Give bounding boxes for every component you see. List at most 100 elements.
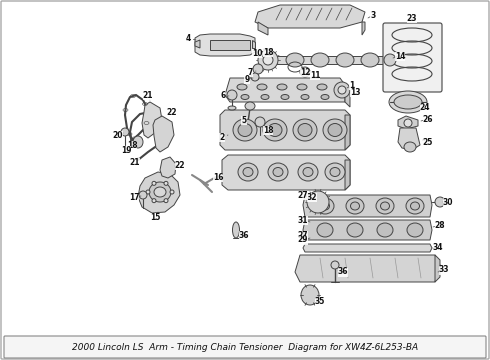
Polygon shape xyxy=(303,244,432,252)
Text: 24: 24 xyxy=(420,103,430,112)
Polygon shape xyxy=(252,40,255,48)
Polygon shape xyxy=(220,110,350,150)
Text: 17: 17 xyxy=(129,193,141,202)
Ellipse shape xyxy=(307,191,329,213)
Ellipse shape xyxy=(251,73,259,81)
Polygon shape xyxy=(160,157,176,178)
Ellipse shape xyxy=(317,223,333,237)
Ellipse shape xyxy=(316,198,334,214)
Text: 27: 27 xyxy=(298,230,308,239)
Ellipse shape xyxy=(238,163,258,181)
Ellipse shape xyxy=(377,223,393,237)
Ellipse shape xyxy=(407,223,423,237)
Ellipse shape xyxy=(139,191,147,199)
Polygon shape xyxy=(275,56,390,64)
Ellipse shape xyxy=(301,95,309,99)
Text: 20: 20 xyxy=(113,131,123,140)
Text: 22: 22 xyxy=(167,108,177,117)
Text: 35: 35 xyxy=(315,297,325,306)
Text: 36: 36 xyxy=(338,267,348,276)
Ellipse shape xyxy=(149,182,171,202)
Ellipse shape xyxy=(303,167,313,176)
Text: 27: 27 xyxy=(298,190,308,199)
Text: 12: 12 xyxy=(300,68,310,77)
Ellipse shape xyxy=(376,198,394,214)
Text: 2: 2 xyxy=(220,132,228,141)
Text: 16: 16 xyxy=(213,172,223,181)
Ellipse shape xyxy=(389,91,427,113)
Ellipse shape xyxy=(261,95,269,99)
Polygon shape xyxy=(362,22,365,35)
Text: 10: 10 xyxy=(252,49,264,58)
Ellipse shape xyxy=(241,95,249,99)
Ellipse shape xyxy=(394,95,422,109)
FancyBboxPatch shape xyxy=(383,23,442,92)
Ellipse shape xyxy=(253,64,263,74)
Polygon shape xyxy=(398,116,418,129)
Text: 32: 32 xyxy=(307,193,317,202)
Ellipse shape xyxy=(331,261,339,269)
Ellipse shape xyxy=(298,163,318,181)
Text: 30: 30 xyxy=(443,198,453,207)
Text: 33: 33 xyxy=(438,266,449,275)
Ellipse shape xyxy=(263,55,273,65)
Text: 22: 22 xyxy=(175,161,185,170)
Ellipse shape xyxy=(297,84,307,90)
Polygon shape xyxy=(295,255,440,282)
Ellipse shape xyxy=(317,84,327,90)
Ellipse shape xyxy=(243,167,253,176)
Polygon shape xyxy=(138,172,180,213)
Polygon shape xyxy=(222,155,350,190)
Text: 4: 4 xyxy=(185,33,196,42)
Ellipse shape xyxy=(268,163,288,181)
Ellipse shape xyxy=(404,142,416,152)
Ellipse shape xyxy=(228,106,236,110)
Text: 9: 9 xyxy=(245,75,253,84)
Ellipse shape xyxy=(245,102,255,110)
Polygon shape xyxy=(258,22,268,35)
Ellipse shape xyxy=(286,53,304,67)
Text: 23: 23 xyxy=(407,14,417,23)
Text: 36: 36 xyxy=(239,230,249,239)
Ellipse shape xyxy=(146,190,150,194)
Ellipse shape xyxy=(121,128,129,136)
Text: 11: 11 xyxy=(308,71,320,80)
Text: 21: 21 xyxy=(130,158,140,166)
Text: 18: 18 xyxy=(263,48,273,57)
Polygon shape xyxy=(303,195,432,217)
Ellipse shape xyxy=(232,222,240,238)
Ellipse shape xyxy=(273,167,283,176)
Polygon shape xyxy=(195,40,200,48)
Text: 34: 34 xyxy=(433,243,443,252)
Ellipse shape xyxy=(268,123,282,136)
Text: 5: 5 xyxy=(242,116,249,125)
Polygon shape xyxy=(153,116,174,152)
Text: 15: 15 xyxy=(150,212,160,221)
Polygon shape xyxy=(255,5,365,28)
Polygon shape xyxy=(142,102,162,138)
Ellipse shape xyxy=(301,285,319,305)
Ellipse shape xyxy=(406,198,424,214)
Ellipse shape xyxy=(381,202,390,210)
Ellipse shape xyxy=(237,84,247,90)
Polygon shape xyxy=(345,115,350,150)
Ellipse shape xyxy=(323,119,347,141)
Ellipse shape xyxy=(293,119,317,141)
Polygon shape xyxy=(225,78,345,102)
Text: 29: 29 xyxy=(298,235,310,244)
Ellipse shape xyxy=(281,95,289,99)
Text: 19: 19 xyxy=(121,145,131,154)
Ellipse shape xyxy=(404,119,412,127)
Ellipse shape xyxy=(238,123,252,136)
Ellipse shape xyxy=(152,181,156,185)
Ellipse shape xyxy=(361,53,379,67)
Polygon shape xyxy=(398,128,420,150)
Ellipse shape xyxy=(263,119,287,141)
Ellipse shape xyxy=(154,187,166,197)
Polygon shape xyxy=(303,220,432,240)
Ellipse shape xyxy=(346,198,364,214)
Text: 28: 28 xyxy=(433,220,445,230)
Text: 31: 31 xyxy=(298,216,310,225)
Ellipse shape xyxy=(321,95,329,99)
FancyBboxPatch shape xyxy=(4,336,486,358)
